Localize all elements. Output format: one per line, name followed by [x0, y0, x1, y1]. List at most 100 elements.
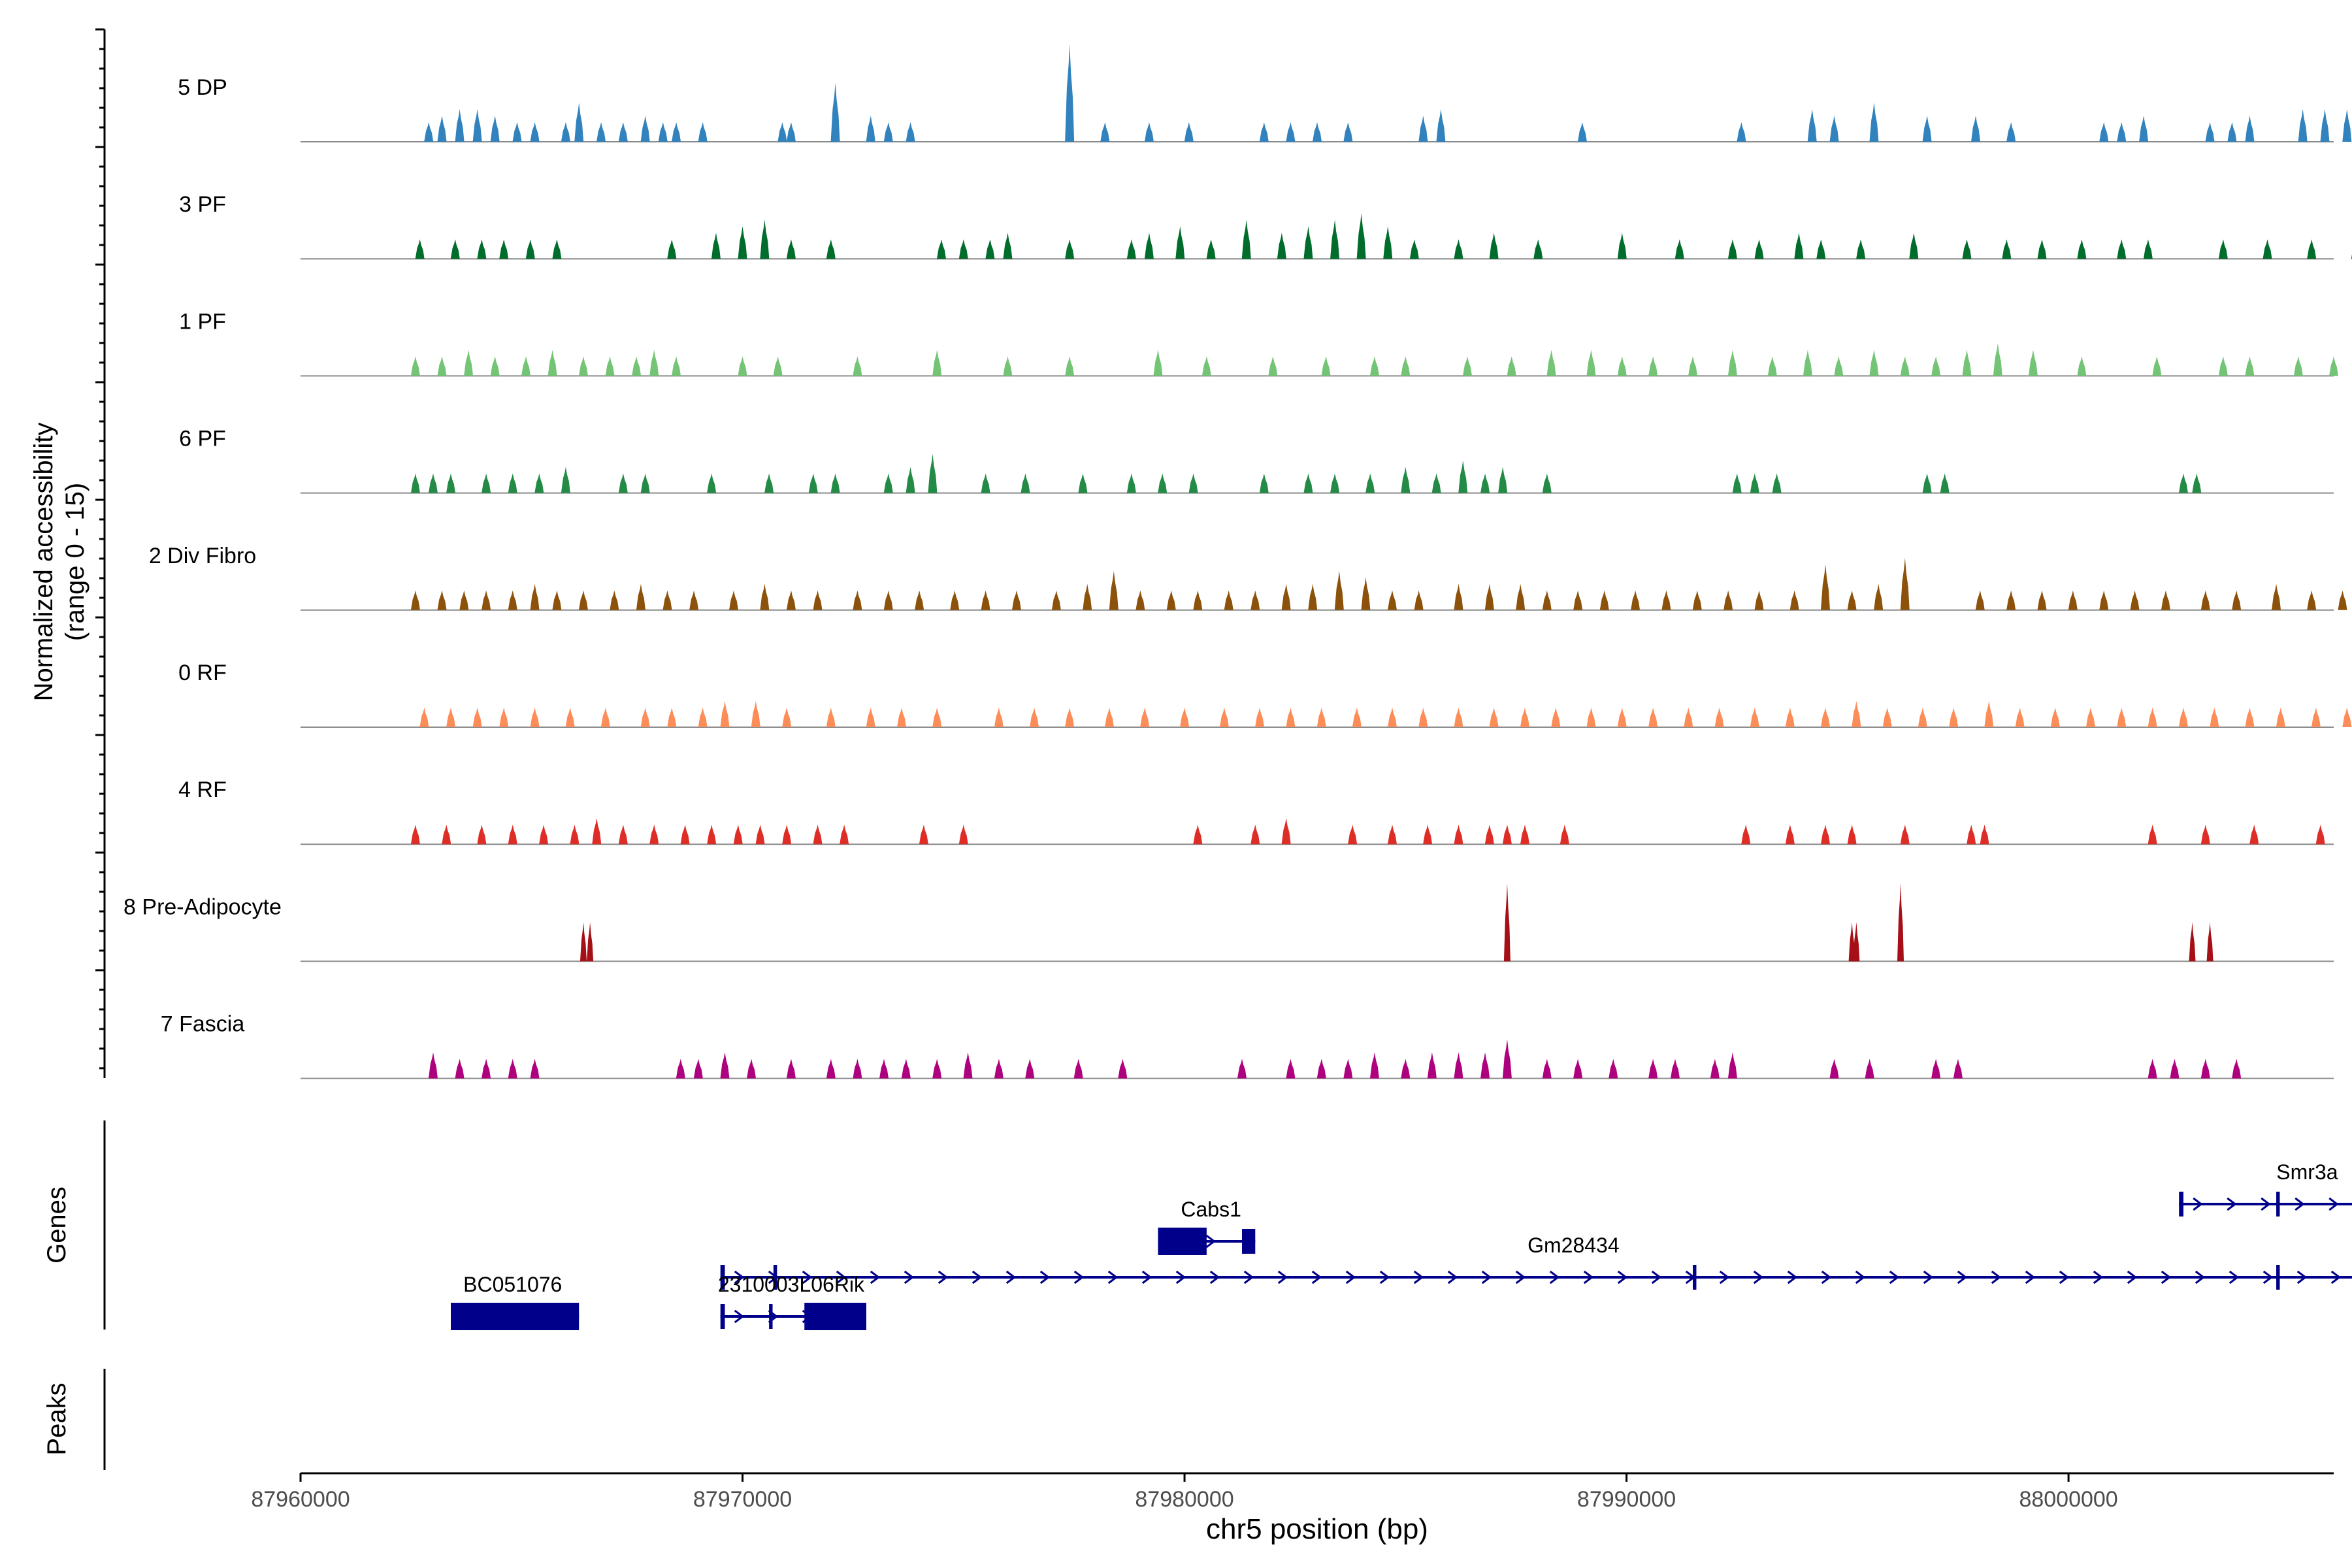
coverage-peak	[1962, 239, 1972, 259]
peaks-track-label: Peaks	[42, 1382, 71, 1455]
gene-exon	[1241, 1229, 1256, 1254]
coverage-peak	[2050, 708, 2060, 727]
coverage-peak	[437, 116, 447, 142]
coverage-peak	[2117, 708, 2127, 727]
coverage-peak	[649, 350, 659, 376]
coverage-peak	[610, 590, 619, 610]
coverage-peak	[1727, 1052, 1737, 1079]
strand-chevron	[1481, 1270, 1492, 1284]
coverage-peak	[455, 1058, 465, 1079]
coverage-peak	[1807, 109, 1817, 142]
strand-chevron	[938, 1270, 949, 1284]
coverage-peak	[853, 1058, 862, 1079]
coverage-peak	[2117, 122, 2127, 142]
coverage-peak	[2232, 590, 2242, 610]
coverage-peak	[565, 708, 575, 727]
coverage-peak	[1321, 356, 1331, 376]
track-label: 2 Div Fibro	[149, 544, 256, 568]
coverage-peak	[1259, 473, 1269, 493]
track-2-div-fibro: 2 Div Fibro	[149, 544, 2347, 611]
coverage-peak	[994, 708, 1004, 727]
strand-chevron	[1345, 1270, 1356, 1284]
coverage-peak	[1401, 1058, 1411, 1079]
coverage-peak	[636, 583, 645, 610]
coverage-peak	[786, 122, 796, 142]
gene-exon	[804, 1303, 866, 1330]
coverage-peak	[1821, 708, 1830, 727]
strand-chevron	[1549, 1270, 1560, 1284]
strand-chevron	[1205, 1234, 1216, 1249]
coverage-peak	[1489, 708, 1499, 727]
x-tick-label: 87970000	[693, 1487, 792, 1512]
strand-chevron	[1651, 1270, 1662, 1284]
coverage-peak	[981, 590, 990, 610]
coverage-peak	[525, 239, 535, 259]
coverage-peak	[1502, 825, 1512, 845]
coverage-peak	[410, 590, 420, 610]
coverage-peak	[605, 356, 615, 376]
coverage-peak	[1083, 583, 1092, 610]
coverage-peak	[1193, 825, 1203, 845]
coverage-peak	[2200, 825, 2210, 845]
coverage-peak	[410, 356, 420, 376]
coverage-peak	[1188, 473, 1198, 493]
coverage-peak	[738, 226, 747, 259]
strand-chevron	[972, 1270, 983, 1284]
coverage-peak	[1401, 356, 1411, 376]
coverage-peak	[574, 103, 584, 142]
coverage-peak	[2015, 708, 2025, 727]
coverage-peak	[1219, 708, 1229, 727]
coverage-peak	[1821, 564, 1830, 610]
coverage-peak	[760, 220, 770, 259]
coverage-peak	[1414, 590, 1424, 610]
coverage-peak	[808, 473, 818, 493]
coverage-peak	[1454, 583, 1463, 610]
track-label: 0 RF	[178, 661, 227, 685]
coverage-peak	[2276, 708, 2285, 727]
coverage-peak	[1750, 708, 1759, 727]
coverage-peak	[1754, 239, 1764, 259]
coverage-peak	[1011, 590, 1021, 610]
coverage-peak	[1692, 590, 1702, 610]
strand-chevron	[2025, 1270, 2036, 1284]
coverage-peak	[1423, 825, 1433, 845]
strand-chevron	[2093, 1270, 2104, 1284]
coverage-peak	[512, 122, 522, 142]
coverage-peak	[1551, 708, 1561, 727]
coverage-peak	[539, 825, 549, 845]
coverage-peak	[530, 1058, 540, 1079]
coverage-peak	[1617, 708, 1627, 727]
coverage-peak	[1259, 122, 1269, 142]
coverage-peak	[879, 1058, 889, 1079]
coverage-peak	[1109, 570, 1119, 610]
track-label: 4 RF	[178, 777, 227, 802]
coverage-peak	[866, 116, 875, 142]
coverage-peak	[1984, 701, 1994, 727]
coverage-peak	[1330, 220, 1340, 259]
strand-chevron	[2262, 1270, 2274, 1284]
coverage-peak	[2307, 239, 2317, 259]
coverage-peak	[2148, 825, 2157, 845]
coverage-peak	[552, 239, 562, 259]
coverage-peak	[777, 122, 787, 142]
coverage-peak	[1573, 1058, 1583, 1079]
coverage-peak	[919, 825, 928, 845]
coverage-peak	[1166, 590, 1176, 610]
track-0-rf: 0 RF	[178, 661, 2352, 728]
coverage-peak	[2192, 473, 2202, 493]
coverage-peak	[1560, 825, 1569, 845]
coverage-peak	[1480, 473, 1490, 493]
coverage-peak	[981, 473, 990, 493]
coverage-peak	[2342, 708, 2352, 727]
coverage-peak	[1816, 239, 1826, 259]
coverage-peak	[587, 922, 594, 962]
x-tick-label: 87980000	[1135, 1487, 1233, 1512]
coverage-peak	[1829, 1058, 1839, 1079]
coverage-peak	[950, 590, 960, 610]
coverage-peak	[1967, 825, 1976, 845]
strand-chevron	[2229, 1270, 2240, 1284]
coverage-peak	[733, 825, 743, 845]
coverage-peak	[906, 466, 915, 493]
coverage-peak	[1126, 239, 1136, 259]
